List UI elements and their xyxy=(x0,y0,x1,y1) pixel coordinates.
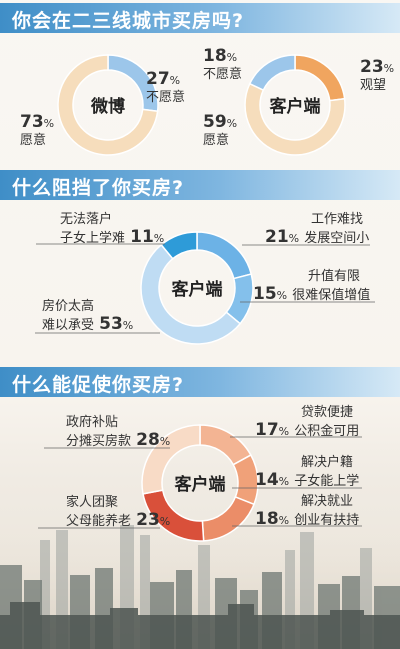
label-client-yes: 59% 愿意 xyxy=(203,112,238,149)
label-barrier-price: 房价太高 难以承受 53% xyxy=(42,299,134,334)
donut-slice-3-4 xyxy=(160,231,198,260)
donut-client-willingness xyxy=(244,54,346,156)
text-weibo-no: 不愿意 xyxy=(146,90,186,105)
donut-weibo xyxy=(57,54,159,156)
section-banner-2: 什么阻挡了你买房? xyxy=(0,170,400,200)
donut-slice-2-2 xyxy=(244,82,346,156)
value-incentive-subsidy: 28 xyxy=(136,430,160,450)
city-skyline-image xyxy=(0,520,400,649)
label-incentive-subsidy: 政府补贴 分摊买房款 28% xyxy=(66,415,171,450)
center-label-weibo: 微博 xyxy=(90,96,125,117)
value-client-no: 18 xyxy=(203,46,227,66)
label-barrier-value: 升值有限 15% 很难保值增值 xyxy=(253,269,371,304)
value-client-yes: 59 xyxy=(203,112,227,132)
label-barrier-job: 工作难找 21% 发展空间小 xyxy=(265,212,370,247)
label-client-wait: 23% 观望 xyxy=(360,57,395,94)
label-weibo-no: 27% 不愿意 xyxy=(146,69,186,106)
donut-slice-2-3 xyxy=(248,54,296,92)
donut-slice-2-1 xyxy=(294,54,346,102)
text-client-yes: 愿意 xyxy=(203,133,230,148)
text-client-no: 不愿意 xyxy=(203,67,243,82)
value-incentive-job: 18 xyxy=(255,509,279,529)
center-label-client-1: 客户端 xyxy=(269,96,321,117)
label-incentive-hukou: 解决户籍 14% 子女能上学 xyxy=(255,455,360,490)
value-weibo-yes: 73 xyxy=(20,112,44,132)
value-incentive-hukou: 14 xyxy=(255,470,279,490)
section-title-3: 什么能促使你买房? xyxy=(12,374,185,396)
center-label-client-2: 客户端 xyxy=(171,279,223,300)
section-title-1: 你会在二三线城市买房吗? xyxy=(12,10,245,32)
section-banner-1: 你会在二三线城市买房吗? xyxy=(0,3,400,33)
text-weibo-yes: 愿意 xyxy=(20,133,47,148)
value-incentive-family: 23 xyxy=(136,510,160,530)
value-barrier-job: 21 xyxy=(265,227,289,247)
label-incentive-family: 家人团聚 父母能养老 23% xyxy=(66,495,171,530)
section-banner-3: 什么能促使你买房? xyxy=(0,367,400,397)
label-incentive-job: 解决就业 18% 创业有扶持 xyxy=(255,494,360,529)
value-barrier-value: 15 xyxy=(253,284,277,304)
donut-slice-4-3 xyxy=(201,496,255,542)
donut-client-obstacles xyxy=(140,231,254,345)
value-client-wait: 23 xyxy=(360,57,384,77)
donut-client-incentives xyxy=(141,424,259,542)
value-incentive-loan: 17 xyxy=(255,420,279,440)
donut-slice-3-1 xyxy=(196,231,253,280)
label-weibo-yes: 73% 愿意 xyxy=(20,112,55,149)
label-client-no: 18% 不愿意 xyxy=(203,46,243,83)
donut-slice-4-5 xyxy=(141,424,201,495)
center-label-client-3: 客户端 xyxy=(174,474,226,495)
text-client-wait: 观望 xyxy=(360,78,387,93)
donut-slice-1-2 xyxy=(57,54,159,156)
value-weibo-no: 27 xyxy=(146,69,170,89)
label-incentive-loan: 贷款便捷 17% 公积金可用 xyxy=(255,405,360,440)
section-title-2: 什么阻挡了你买房? xyxy=(12,177,185,199)
value-barrier-price: 53 xyxy=(99,314,123,334)
donut-slice-3-3 xyxy=(140,243,242,345)
label-barrier-hukou: 无法落户 子女上学难 11% xyxy=(60,212,165,247)
value-barrier-hukou: 11 xyxy=(130,227,154,247)
